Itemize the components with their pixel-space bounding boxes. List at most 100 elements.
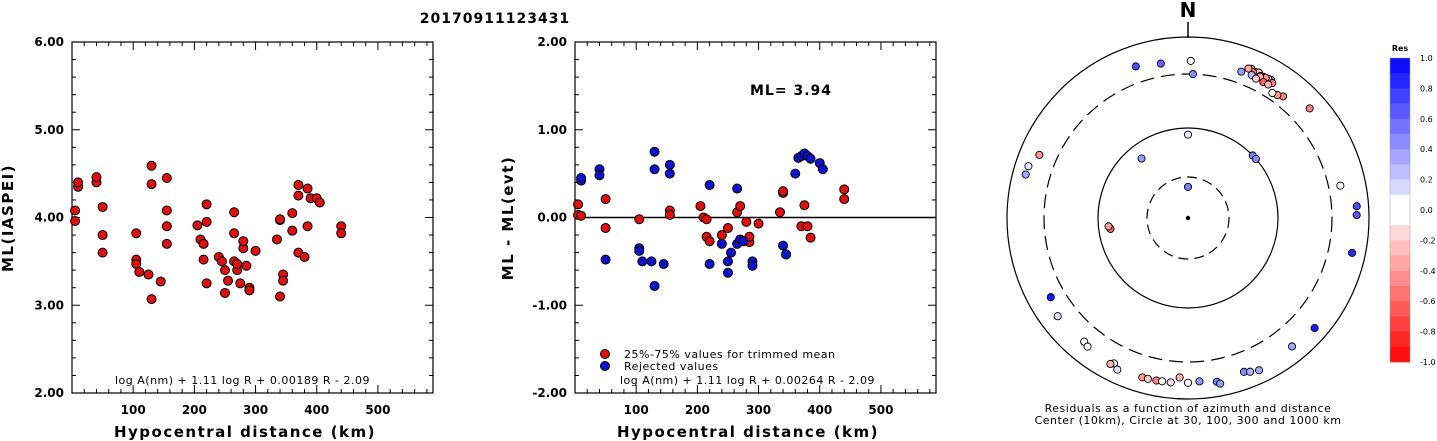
x-tick-label: 500	[365, 403, 390, 417]
colorbar-cell	[1390, 118, 1410, 135]
legend-marker-rejected	[600, 361, 610, 371]
polar-point	[1083, 342, 1092, 351]
plot-frame-1	[71, 41, 434, 394]
colorbar-cell	[1390, 225, 1410, 241]
polar-point	[1237, 67, 1246, 76]
colorbar-title: Res	[1392, 44, 1409, 53]
colorbar-tick-label: 0.2	[1420, 176, 1433, 185]
polar-point	[1158, 377, 1167, 386]
data-point	[70, 216, 81, 227]
data-point	[741, 216, 752, 227]
x-tick-label: 100	[624, 403, 649, 417]
data-point	[134, 266, 145, 277]
data-point	[664, 168, 675, 179]
polar-point	[1046, 293, 1055, 302]
data-point	[235, 278, 246, 289]
polar-point	[1352, 211, 1361, 220]
polar-point	[1348, 248, 1357, 257]
ring-100km	[1097, 127, 1279, 309]
y-tick-label: 2.00	[34, 386, 64, 400]
y-tick-label: 3.00	[34, 298, 64, 312]
data-point	[735, 201, 746, 212]
data-point	[722, 256, 733, 267]
polar-point	[1195, 377, 1204, 386]
data-point	[97, 201, 108, 212]
points-1	[70, 160, 347, 305]
data-point	[634, 245, 645, 256]
data-point	[219, 287, 230, 298]
points-3	[1021, 56, 1361, 388]
data-point	[241, 260, 252, 271]
data-point	[146, 179, 157, 190]
y-ticks-1: 2.00 3.00 4.00 5.00 6.00	[34, 35, 433, 400]
x-tick-label: 200	[182, 403, 207, 417]
ring-1000km	[1006, 36, 1370, 400]
y-tick-label: 1.00	[537, 123, 567, 137]
data-point	[802, 221, 813, 232]
colorbar-tick-label: -1.0	[1420, 358, 1436, 367]
data-point	[839, 194, 850, 205]
colorbar-cell	[1390, 149, 1410, 165]
panel-ml-residual: 100 200 300 400 500 -2.00 -1.00 0.00 1.00 2.00 M…	[499, 35, 937, 441]
data-point	[229, 207, 240, 218]
colorbar-tick-label: -0.6	[1420, 297, 1436, 306]
data-point	[161, 205, 172, 216]
ring-300km	[1043, 73, 1333, 363]
colorbar-tick-label: -0.2	[1420, 236, 1436, 245]
data-point	[293, 180, 304, 191]
colorbar-tick-label: 0.6	[1420, 115, 1433, 124]
polar-point	[1166, 378, 1175, 387]
data-point	[201, 216, 212, 227]
polar-point	[1188, 70, 1198, 79]
data-point	[805, 153, 816, 164]
polar-point	[1251, 154, 1260, 164]
formula-1: log A(nm) + 1.11 log R + 0.00189 R - 2.0…	[115, 374, 370, 387]
data-point	[658, 259, 669, 270]
x-ticks-2: 100 200 300 400 500	[586, 42, 931, 417]
data-point	[576, 210, 587, 221]
colorbar-cell	[1390, 88, 1410, 105]
x-axis-label-2: Hypocentral distance (km)	[617, 423, 879, 441]
x-ticks-1: 100 200 300 400 500	[83, 42, 428, 417]
x-tick-label: 300	[243, 403, 268, 417]
colorbar-cell	[1390, 134, 1410, 150]
polar-point	[1310, 324, 1319, 333]
data-point	[161, 221, 172, 232]
data-point	[201, 199, 212, 210]
polar-point	[1021, 170, 1030, 179]
data-point	[287, 225, 298, 236]
polar-point	[1053, 312, 1062, 321]
colorbar-cell	[1390, 210, 1410, 226]
data-point	[778, 186, 789, 197]
colorbar-cell	[1390, 164, 1410, 181]
colorbar-tick-label: 0.8	[1420, 84, 1433, 93]
polar-point	[1246, 367, 1255, 376]
polar-point	[1268, 88, 1277, 97]
data-point	[649, 146, 660, 157]
polar-point	[1156, 59, 1165, 68]
y-axis-label-2: ML - ML(evt)	[499, 156, 517, 280]
data-point	[695, 201, 706, 212]
data-point	[704, 236, 715, 247]
colorbar-cell	[1390, 255, 1410, 272]
caption-line-2: Center (10km), Circle at 30, 100, 300 an…	[1035, 414, 1342, 427]
colorbar-cell	[1390, 58, 1410, 74]
data-point	[271, 234, 282, 245]
colorbar-cell	[1390, 286, 1410, 302]
colorbar-cell	[1390, 194, 1410, 211]
colorbar-cell	[1390, 240, 1410, 257]
polar-point	[1183, 378, 1193, 387]
y-ticks-2: -2.00 -1.00 0.00 1.00 2.00	[532, 35, 936, 400]
colorbar-cell	[1390, 316, 1410, 333]
data-point	[299, 251, 310, 262]
data-point	[790, 168, 801, 179]
y-tick-label: 2.00	[537, 35, 567, 49]
colorbar-cell	[1390, 301, 1410, 317]
data-point	[726, 247, 737, 258]
data-point	[278, 275, 289, 286]
polar-point	[1254, 366, 1264, 375]
data-point	[198, 254, 209, 265]
y-tick-label: 0.00	[537, 211, 567, 225]
colorbar-labels: 1.0 0.8 0.6 0.4 0.2 0.0 -0.2 -0.4 -0.6 -0.8 -1.0	[1420, 54, 1436, 367]
polar-point	[1251, 74, 1261, 83]
